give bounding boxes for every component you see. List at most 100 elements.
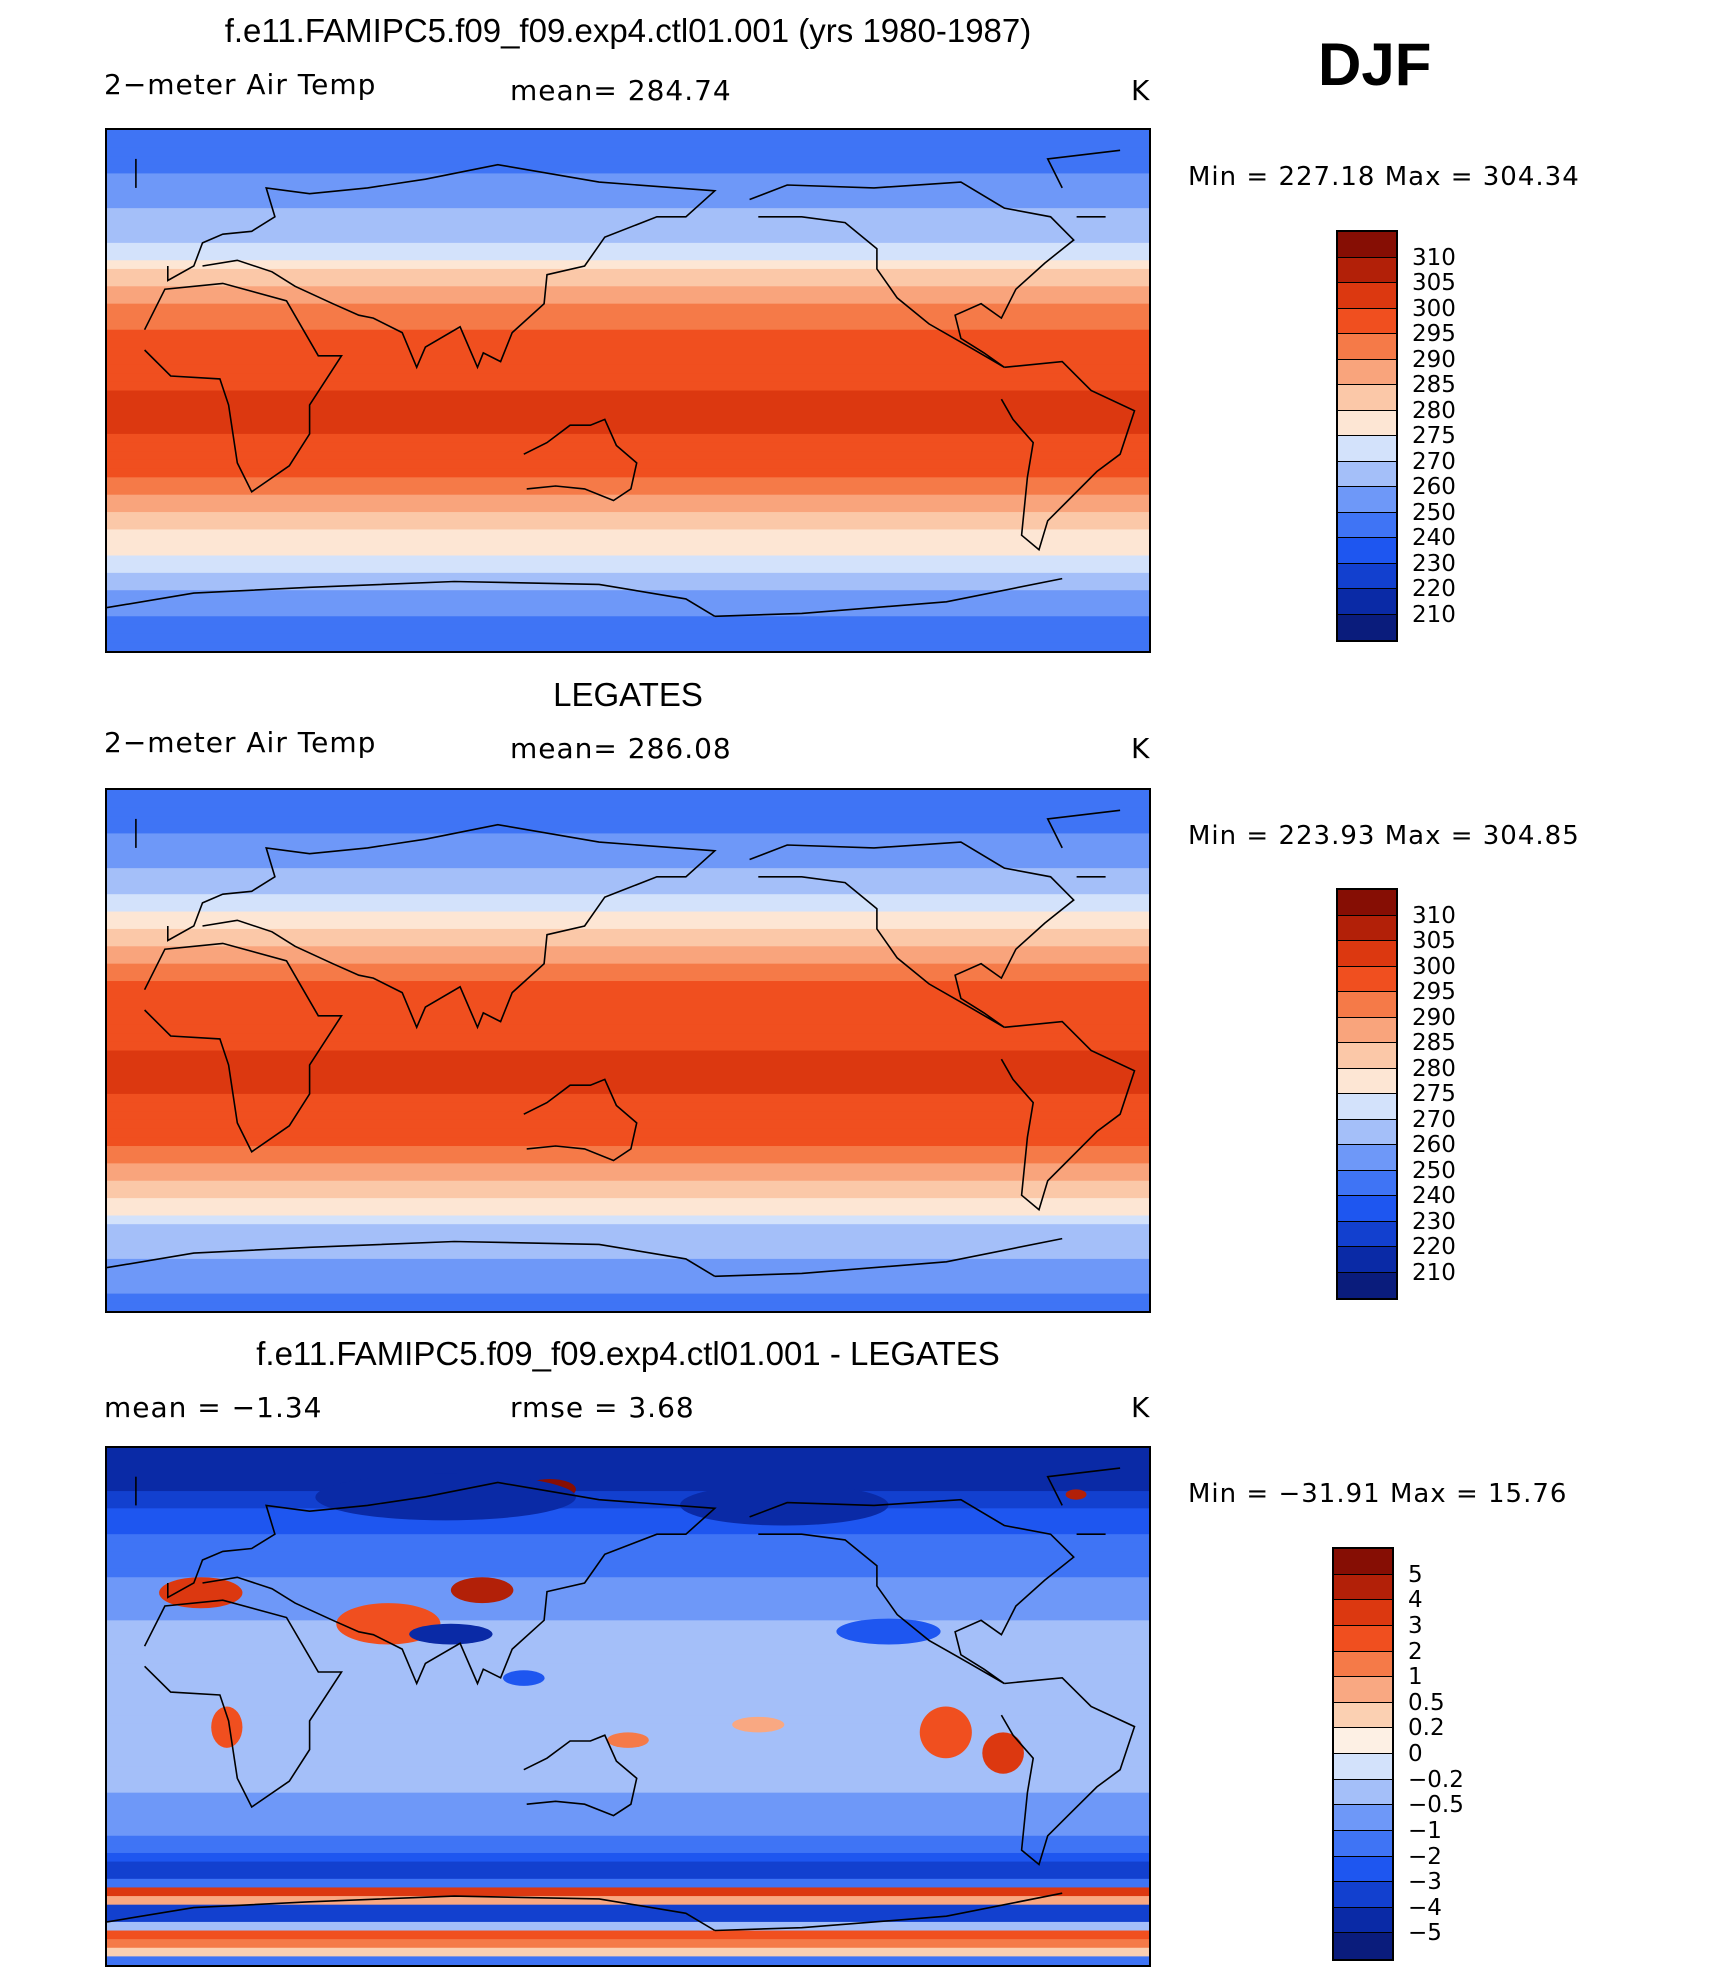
map-band (107, 1456, 1149, 1466)
coastline (714, 1892, 1063, 1932)
colorbar-box (1338, 1221, 1396, 1247)
map-band (107, 390, 1149, 400)
colorbar-tick-label: 275 (1412, 423, 1456, 449)
map-band (107, 303, 1149, 313)
map-band (107, 312, 1149, 322)
map-band (107, 416, 1149, 426)
map-band (107, 1887, 1149, 1897)
map-band (107, 920, 1149, 930)
map-band (107, 1015, 1149, 1026)
colorbar-tick-label: −4 (1408, 1894, 1442, 1921)
map-band (107, 1525, 1149, 1535)
colorbar-box (1334, 1933, 1392, 1959)
colorbar-tick-label: 270 (1412, 1106, 1456, 1133)
panel2-map-field (107, 790, 1149, 1311)
map-band (107, 1482, 1149, 1492)
map-band (107, 156, 1149, 166)
map-band (107, 1232, 1149, 1243)
map-band (107, 425, 1149, 435)
colorbar-box (1338, 614, 1396, 640)
colorbar-tick-label: −1 (1408, 1817, 1442, 1844)
map-band (107, 494, 1149, 504)
colorbar-box (1334, 1856, 1392, 1883)
colorbar-tick-label: 0.5 (1408, 1689, 1445, 1716)
panel2-map (105, 788, 1151, 1313)
coastline (1046, 149, 1121, 189)
map-band (107, 1809, 1149, 1820)
map-band (107, 520, 1149, 531)
map-band (107, 581, 1149, 591)
map-band (107, 1473, 1149, 1484)
colorbar-box (1338, 1068, 1396, 1094)
map-band (107, 1904, 1149, 1914)
colorbar-tick-label: 210 (1412, 1259, 1456, 1286)
map-band (107, 364, 1149, 374)
colorbar-tick-label: 295 (1412, 321, 1456, 347)
colorbar-box (1334, 1625, 1392, 1652)
map-band (107, 1697, 1149, 1708)
map-band (107, 1093, 1149, 1104)
map-band (107, 1491, 1149, 1501)
map-band (107, 373, 1149, 383)
colorbar-tick-label: 285 (1412, 1030, 1456, 1056)
map-band (107, 1758, 1149, 1768)
panel2-units-label: K (1131, 732, 1151, 765)
map-band (107, 407, 1149, 418)
map-band (107, 842, 1149, 852)
panel2-title: LEGATES (553, 676, 703, 713)
map-anomaly-patch (315, 1473, 576, 1521)
map-band (107, 286, 1149, 296)
panel2-min-label: Min = 223.93 (1188, 821, 1376, 851)
map-band (107, 329, 1149, 339)
colorbar-box (1338, 1145, 1396, 1171)
map-band (107, 1723, 1149, 1733)
map-anomaly-patch (919, 1706, 972, 1759)
colorbar-tick-label: 300 (1412, 295, 1456, 322)
map-band (107, 459, 1149, 470)
colorbar-box (1334, 1728, 1392, 1754)
coastline (714, 1237, 1063, 1278)
coastline (523, 1734, 638, 1817)
map-band (107, 208, 1149, 218)
map-band (107, 1284, 1149, 1295)
map-band (107, 1276, 1149, 1286)
coastline (749, 841, 1075, 1028)
colorbar-box (1338, 1196, 1396, 1222)
map-band (107, 1499, 1149, 1509)
colorbar-tick-label: 250 (1412, 499, 1456, 526)
map-band (107, 1137, 1149, 1147)
map-band (107, 242, 1149, 253)
panel2-colorbar (1336, 888, 1398, 1300)
map-band (107, 1250, 1149, 1260)
colorbar-tick-label: 295 (1412, 979, 1456, 1005)
map-band (107, 538, 1149, 548)
map-band (107, 564, 1149, 574)
map-band (107, 555, 1149, 565)
map-band (107, 529, 1149, 539)
coastline (749, 181, 1075, 368)
colorbar-tick-label: 260 (1412, 474, 1456, 500)
colorbar-box (1334, 1805, 1392, 1831)
coastline (749, 1498, 1075, 1685)
map-anomaly-patch (211, 1706, 243, 1748)
map-band (107, 911, 1149, 921)
colorbar-box (1334, 1907, 1392, 1934)
map-band (107, 442, 1149, 452)
colorbar-tick-label: 5 (1408, 1561, 1423, 1588)
map-band (107, 147, 1149, 157)
coastline (1046, 1467, 1121, 1506)
colorbar-box (1338, 992, 1396, 1018)
panel1-map-field (107, 130, 1149, 651)
colorbar-tick-label: 280 (1412, 397, 1456, 424)
colorbar-tick-label: 305 (1412, 928, 1456, 954)
map-band (107, 1620, 1149, 1630)
colorbar-tick-label: 280 (1412, 1055, 1456, 1082)
map-band (107, 512, 1149, 522)
map-band (107, 1050, 1149, 1060)
map-anomaly-patch (982, 1732, 1024, 1774)
map-band (107, 1775, 1149, 1785)
map-band (107, 182, 1149, 192)
colorbar-box (1338, 1017, 1396, 1043)
panel1-colorbar (1336, 230, 1398, 642)
map-band (107, 1603, 1149, 1613)
